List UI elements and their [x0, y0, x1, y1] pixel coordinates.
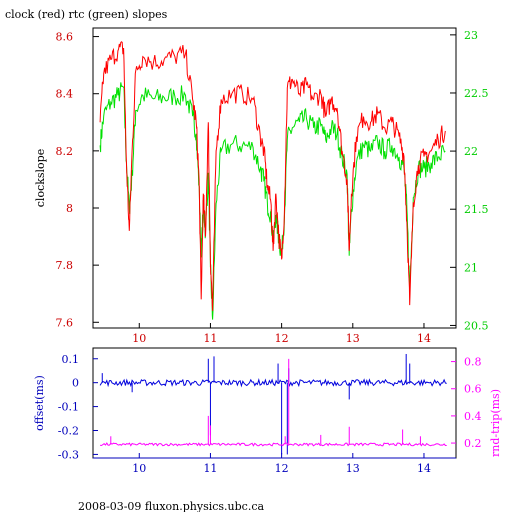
- top-y-tick-label: 8: [66, 202, 73, 215]
- top-y2-tick-label: 21: [464, 261, 478, 274]
- top-y-axis-label: clockslope: [34, 149, 47, 207]
- bottom-y2-tick-label: 0.6: [464, 383, 482, 396]
- bottom-y2-tick-label: 0.2: [464, 437, 482, 450]
- clock-slope-series-line: [99, 41, 446, 311]
- footer-caption: 2008-03-09 fluxon.physics.ubc.ca: [78, 500, 264, 512]
- bottom-x-tick-label: 11: [203, 462, 217, 475]
- top-x-tick-label: 10: [132, 332, 146, 345]
- top-x-tick-label: 12: [275, 332, 289, 345]
- top-y-tick-label: 8.4: [56, 88, 74, 101]
- top-y-tick-label: 7.8: [56, 259, 74, 272]
- top-y-tick-label: 8.2: [56, 145, 74, 158]
- top-panel-frame: [92, 27, 457, 329]
- top-x-tick-label: 13: [346, 332, 360, 345]
- top-y2-tick-label: 21.5: [464, 203, 489, 216]
- bottom-x-tick-label: 12: [275, 462, 289, 475]
- bottom-y2-tick-label: 0.8: [464, 356, 482, 369]
- rnd-trip-series-line: [99, 442, 447, 447]
- top-x-tick-label: 11: [203, 332, 217, 345]
- top-y-tick-label: 8.6: [56, 31, 74, 44]
- chart-title: clock (red) rtc (green) slopes: [5, 8, 168, 21]
- bottom-y-tick-label: -0.3: [58, 448, 79, 461]
- bottom-y-tick-label: -0.2: [58, 425, 79, 438]
- top-y2-tick-label: 22: [464, 145, 478, 158]
- bottom-axis-ticks: 10 11 12 13 14 -0.3 -0.2 -0.1 0 0.1 0.2 0.4 0.6 0.8: [58, 353, 482, 475]
- bottom-x-tick-label: 14: [417, 462, 431, 475]
- top-y2-tick-label: 23: [464, 29, 478, 42]
- bottom-y-tick-label: -0.1: [58, 401, 79, 414]
- bottom-y2-axis-label: rnd-trip(ms): [489, 389, 502, 457]
- top-x-tick-label: 14: [417, 332, 431, 345]
- offset-series-line: [99, 378, 447, 388]
- bottom-x-tick-label: 13: [346, 462, 360, 475]
- top-y2-tick-label: 20.5: [464, 319, 489, 332]
- top-series-layer: [99, 41, 446, 320]
- top-axis-ticks: 10 11 12 13 14 7.6 7.8 8 8.2 8.4 8.6 20.5 21 21.5 22 22…: [56, 29, 489, 345]
- bottom-x-tick-label: 10: [132, 462, 146, 475]
- bottom-y-tick-label: 0.1: [62, 353, 80, 366]
- bottom-y2-tick-label: 0.4: [464, 410, 482, 423]
- bottom-series-layer: [99, 353, 447, 455]
- bottom-y-tick-label: 0: [72, 377, 79, 390]
- top-y-tick-label: 7.6: [56, 316, 74, 329]
- top-y2-tick-label: 22.5: [464, 87, 489, 100]
- bottom-y-axis-label: offset(ms): [33, 375, 46, 431]
